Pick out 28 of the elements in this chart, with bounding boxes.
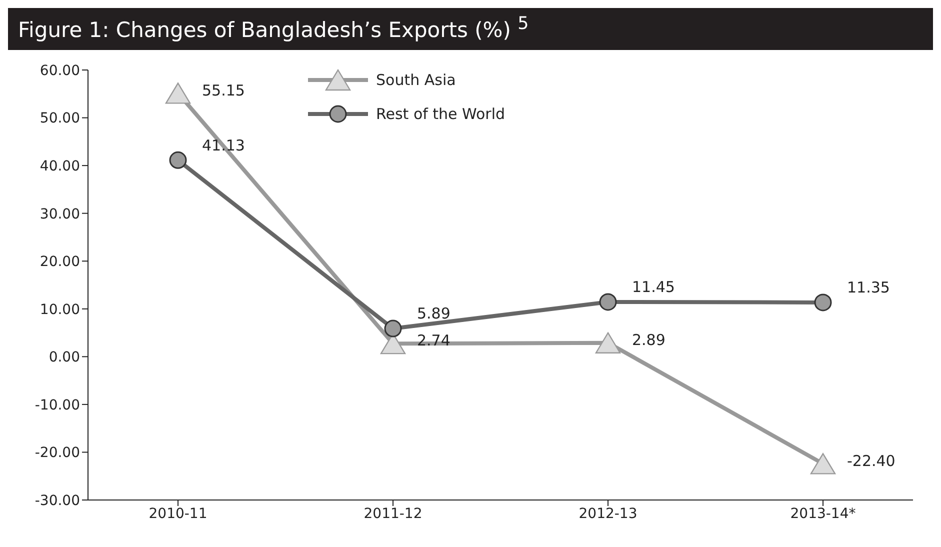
chart-title: Figure 1: Changes of Bangladesh’s Exports (%) $^{5}$ xyxy=(8,8,933,50)
y-tick-label: 30.00 xyxy=(40,206,80,222)
y-tick-label: 60.00 xyxy=(40,62,80,79)
data-label: -22.40 xyxy=(847,452,896,470)
data-label: 11.35 xyxy=(847,278,890,297)
y-tick-label: 50.00 xyxy=(40,110,80,127)
y-tick-label: -10.00 xyxy=(34,397,80,414)
point xyxy=(165,82,191,104)
x-tick-label: 2010-11 xyxy=(148,506,208,522)
y-tick-label: 0.00 xyxy=(48,350,80,366)
y-tick-label: 10.00 xyxy=(40,302,80,318)
data-label: 11.45 xyxy=(632,278,675,296)
x-tick-label: 2013-14* xyxy=(790,506,856,522)
y-tick-label: -30.00 xyxy=(34,492,80,509)
legend-label: South Asia xyxy=(376,71,456,89)
x-tick-label: 2011-12 xyxy=(364,506,422,522)
x-tick-label: 2012-13 xyxy=(578,506,638,522)
y-tick-label: 40.00 xyxy=(40,158,80,175)
data-label: 55.15 xyxy=(202,81,245,100)
data-label: 2.89 xyxy=(632,330,666,349)
data-label: 41.13 xyxy=(202,136,245,154)
y-tick-label: 20.00 xyxy=(40,254,80,270)
data-label: 5.89 xyxy=(417,304,450,323)
point xyxy=(810,453,836,474)
legend-label: Rest of the World xyxy=(376,105,506,123)
y-tick-label: -20.00 xyxy=(34,445,80,462)
data-label: 2.74 xyxy=(417,332,450,350)
point xyxy=(595,332,621,354)
